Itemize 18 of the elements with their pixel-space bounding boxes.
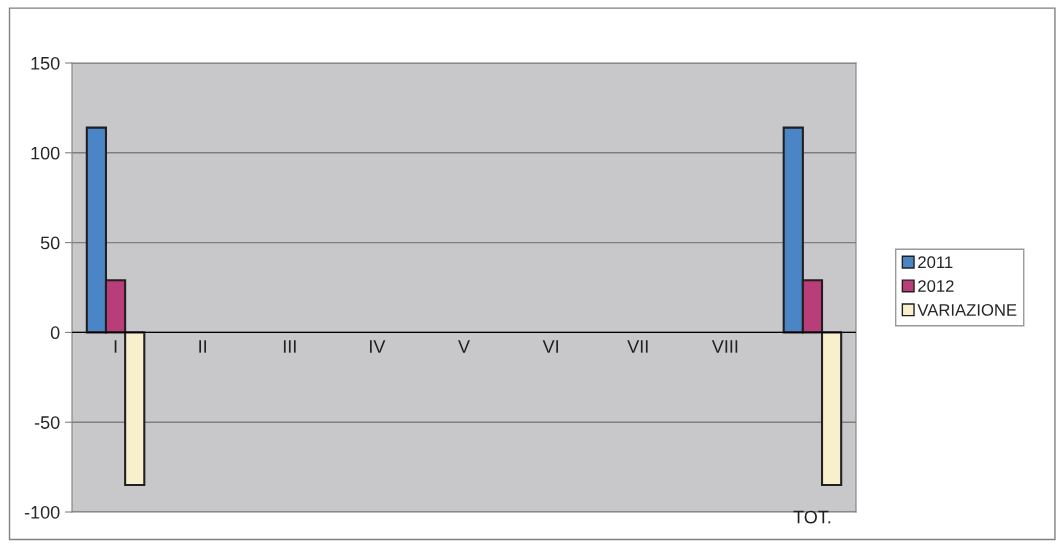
- x-tick-label: II: [199, 340, 207, 353]
- x-tick-label: V: [458, 340, 470, 353]
- x-tick-label: VIII: [711, 340, 738, 353]
- y-tick-label: 0: [50, 326, 60, 340]
- x-tick-label: IV: [370, 340, 386, 353]
- x-tick-label: TOT.: [793, 510, 831, 524]
- legend-label: 2012: [918, 280, 954, 292]
- legend-label: VARIAZIONE: [917, 304, 1017, 316]
- y-tick-label: -100: [24, 505, 60, 519]
- x-tick-label: VI: [542, 340, 558, 353]
- x-tick-label: VII: [627, 340, 648, 353]
- x-tick-label: I: [114, 340, 117, 353]
- legend-label: 2011: [918, 256, 953, 269]
- y-tick-label: 100: [31, 146, 60, 160]
- y-tick-label: 50: [40, 236, 60, 250]
- y-tick-label: -50: [34, 416, 60, 429]
- y-tick-label: 150: [31, 56, 60, 70]
- x-tick-label: III: [283, 340, 296, 353]
